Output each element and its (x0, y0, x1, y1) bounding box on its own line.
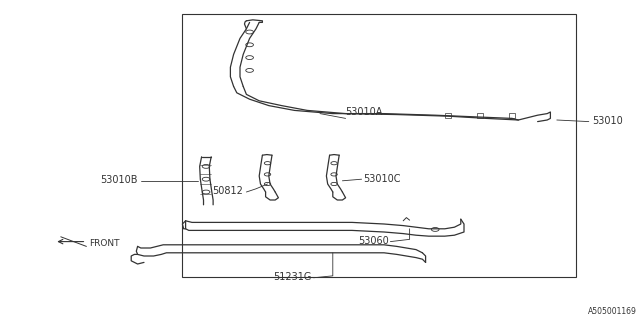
Text: 50812: 50812 (212, 186, 243, 196)
Bar (182, 14, 576, 277)
Bar (445, 113, 451, 118)
Bar (477, 113, 483, 118)
Text: 53010C: 53010C (364, 173, 401, 184)
Text: 53010B: 53010B (100, 175, 138, 185)
Bar (509, 113, 515, 118)
Text: 53010A: 53010A (346, 107, 383, 117)
Text: FRONT: FRONT (90, 239, 120, 248)
Text: 53060: 53060 (358, 236, 389, 246)
Text: A505001169: A505001169 (588, 307, 637, 316)
Text: 53010: 53010 (592, 116, 623, 126)
Text: 51231G: 51231G (273, 272, 312, 282)
